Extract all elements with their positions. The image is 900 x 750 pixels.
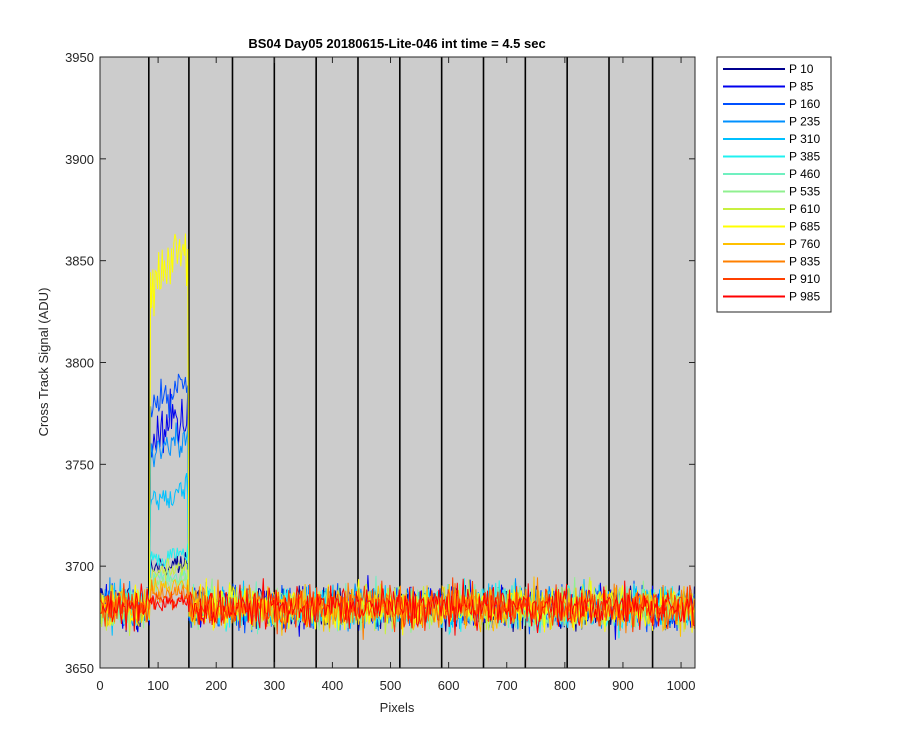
legend-label-p-835: P 835 — [789, 255, 820, 269]
y-tick-label-3650: 3650 — [65, 661, 94, 676]
legend-label-p-685: P 685 — [789, 220, 820, 234]
legend-label-p-535: P 535 — [789, 185, 820, 199]
y-tick-label-3750: 3750 — [65, 457, 94, 472]
y-axis-label: Cross Track Signal (ADU) — [36, 288, 51, 437]
y-axis: 3650 3700 3750 3800 3850 3900 3950 — [65, 50, 695, 676]
x-tick-label-800: 800 — [554, 678, 576, 693]
legend-label-p-160: P 160 — [789, 97, 820, 111]
x-tick-label-900: 900 — [612, 678, 634, 693]
legend-label-p-985: P 985 — [789, 290, 820, 304]
plot-area — [100, 57, 695, 668]
x-tick-label-100: 100 — [147, 678, 169, 693]
legend-label-p-610: P 610 — [789, 202, 820, 216]
y-tick-label-3700: 3700 — [65, 559, 94, 574]
x-tick-label-0: 0 — [96, 678, 103, 693]
x-tick-label-600: 600 — [438, 678, 460, 693]
series-lines — [100, 233, 695, 640]
legend-label-p-910: P 910 — [789, 272, 820, 286]
legend-box — [716, 56, 832, 313]
y-tick-label-3800: 3800 — [65, 356, 94, 371]
x-tick-label-200: 200 — [205, 678, 227, 693]
series-line-p-985 — [100, 578, 695, 636]
x-tick-label-1000: 1000 — [667, 678, 696, 693]
x-tick-label-500: 500 — [380, 678, 402, 693]
y-tick-label-3850: 3850 — [65, 254, 94, 269]
x-tick-label-400: 400 — [322, 678, 344, 693]
legend-label-p-85: P 85 — [789, 80, 814, 94]
legend-label-p-460: P 460 — [789, 167, 820, 181]
x-tick-label-300: 300 — [263, 678, 285, 693]
legend-label-p-235: P 235 — [789, 115, 820, 129]
x-tick-label-700: 700 — [496, 678, 518, 693]
x-axis: 0 100 200 300 400 500 600 700 800 900 1000 — [96, 57, 696, 693]
y-tick-label-3900: 3900 — [65, 152, 94, 167]
legend-label-p-760: P 760 — [789, 237, 820, 251]
y-tick-label-3950: 3950 — [65, 50, 94, 65]
legend: P 10 P 85 P 160 P 235 P 310 P 385 P 460 P 535 P … — [716, 56, 832, 313]
legend-label-p-310: P 310 — [789, 132, 820, 146]
segment-boundary-lines — [148, 57, 654, 668]
x-axis-label: Pixels — [380, 700, 415, 715]
chart-title: BS04 Day05 20180615-Lite-046 int time = … — [248, 36, 545, 51]
legend-label-p-385: P 385 — [789, 150, 820, 164]
legend-label-p-10: P 10 — [789, 62, 814, 76]
